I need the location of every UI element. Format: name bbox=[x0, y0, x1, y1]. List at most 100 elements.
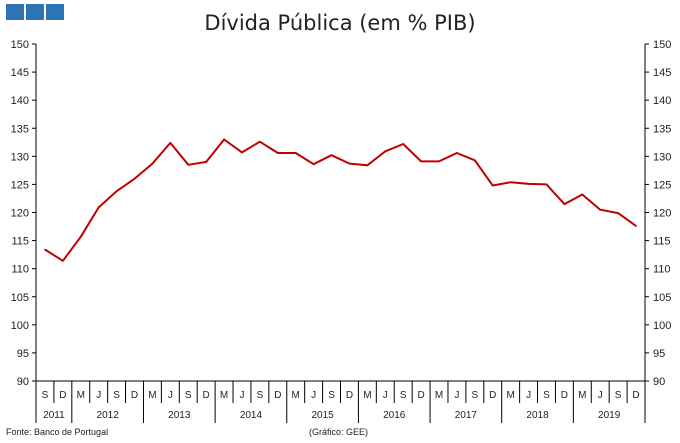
x-tick-label: M bbox=[506, 390, 514, 401]
graph-note: (Gráfico: GEE) bbox=[309, 427, 369, 437]
x-tick-label: S bbox=[472, 390, 479, 401]
y-tick-label-right: 105 bbox=[653, 292, 671, 304]
y-tick-label-left: 145 bbox=[11, 67, 29, 79]
x-tick-label: J bbox=[598, 390, 603, 401]
x-tick-label: M bbox=[435, 390, 443, 401]
data-point bbox=[527, 183, 530, 185]
data-point bbox=[312, 163, 315, 165]
y-tick-label-left: 130 bbox=[11, 151, 29, 163]
data-point bbox=[581, 193, 584, 196]
data-point bbox=[169, 142, 172, 144]
x-tick-label: D bbox=[131, 390, 138, 401]
x-tick-label: D bbox=[346, 390, 353, 401]
x-tick-label: D bbox=[417, 390, 424, 401]
source-note: Fonte: Banco de Portugal bbox=[6, 427, 109, 437]
chart-title: Dívida Pública (em % PIB) bbox=[204, 11, 476, 35]
data-point bbox=[366, 164, 369, 167]
data-point bbox=[330, 154, 333, 157]
x-tick-label: J bbox=[383, 390, 388, 401]
data-point bbox=[62, 260, 64, 262]
x-tick-label: S bbox=[113, 390, 120, 401]
x-tick-label: M bbox=[77, 390, 85, 401]
x-tick-label: J bbox=[454, 390, 459, 401]
data-point bbox=[79, 235, 82, 238]
data-point bbox=[420, 160, 422, 163]
data-point bbox=[456, 152, 458, 154]
header-block-2 bbox=[26, 4, 44, 20]
x-tick-label: D bbox=[59, 390, 66, 401]
x-tick-label: S bbox=[543, 390, 550, 401]
x-tick-label: J bbox=[311, 390, 316, 401]
data-point bbox=[115, 190, 118, 192]
x-tick-label: S bbox=[257, 390, 264, 401]
x-tick-label: D bbox=[632, 390, 639, 401]
data-point bbox=[277, 152, 279, 154]
y-tick-label-right: 90 bbox=[653, 376, 665, 388]
y-tick-label-left: 90 bbox=[17, 376, 29, 388]
data-point bbox=[384, 150, 387, 153]
year-label: 2018 bbox=[526, 410, 549, 421]
x-tick-label: D bbox=[274, 390, 281, 401]
x-tick-label: S bbox=[185, 390, 192, 401]
data-point bbox=[205, 161, 207, 163]
year-label: 2011 bbox=[43, 410, 65, 421]
y-tick-label-right: 125 bbox=[653, 179, 671, 191]
year-label: 2015 bbox=[311, 410, 334, 421]
x-tick-label: S bbox=[42, 390, 49, 401]
data-point bbox=[617, 212, 619, 214]
y-tick-label-left: 120 bbox=[11, 208, 29, 220]
y-tick-label-left: 150 bbox=[11, 39, 29, 51]
y-tick-label-left: 115 bbox=[11, 236, 29, 248]
y-tick-label-right: 115 bbox=[653, 236, 671, 248]
data-point bbox=[509, 181, 512, 183]
data-point bbox=[474, 159, 476, 162]
year-label: 2017 bbox=[455, 410, 478, 421]
series-line bbox=[44, 138, 637, 262]
x-tick-label: J bbox=[239, 390, 244, 401]
data-point bbox=[97, 206, 100, 209]
x-tick-label: J bbox=[96, 390, 101, 401]
y-tick-label-left: 140 bbox=[11, 95, 29, 107]
year-label: 2019 bbox=[598, 410, 621, 421]
x-tick-label: M bbox=[578, 390, 586, 401]
data-point bbox=[563, 203, 566, 205]
y-tick-label-left: 105 bbox=[11, 292, 29, 304]
data-point bbox=[545, 183, 548, 186]
y-tick-label-right: 110 bbox=[653, 264, 671, 276]
data-point bbox=[187, 163, 190, 166]
data-point bbox=[599, 208, 602, 211]
data-point bbox=[241, 151, 243, 154]
x-tick-label: D bbox=[489, 390, 496, 401]
data-point bbox=[635, 225, 637, 227]
data-point bbox=[438, 160, 440, 163]
y-tick-label-right: 145 bbox=[653, 67, 671, 79]
data-point bbox=[294, 152, 297, 154]
year-label: 2014 bbox=[240, 410, 263, 421]
header-block-1 bbox=[6, 4, 24, 20]
year-label: 2016 bbox=[383, 410, 406, 421]
y-tick-label-left: 125 bbox=[11, 179, 29, 191]
x-tick-label: M bbox=[148, 390, 156, 401]
year-label: 2013 bbox=[168, 410, 191, 421]
y-tick-label-right: 150 bbox=[653, 39, 671, 51]
x-tick-label: J bbox=[168, 390, 173, 401]
x-tick-label: S bbox=[615, 390, 622, 401]
data-point bbox=[133, 178, 136, 180]
data-point bbox=[44, 248, 46, 251]
x-tick-label: M bbox=[220, 390, 228, 401]
x-tick-label: D bbox=[203, 390, 210, 401]
x-tick-label: M bbox=[363, 390, 371, 401]
y-tick-label-left: 100 bbox=[11, 320, 29, 332]
data-point bbox=[348, 162, 351, 165]
data-point bbox=[223, 138, 225, 141]
data-point bbox=[491, 184, 494, 187]
y-tick-label-right: 120 bbox=[653, 208, 671, 220]
y-tick-label-right: 100 bbox=[653, 320, 671, 332]
header-block-3 bbox=[46, 4, 64, 20]
y-tick-label-left: 95 bbox=[17, 348, 29, 360]
x-tick-label: S bbox=[400, 390, 407, 401]
y-tick-label-left: 135 bbox=[11, 123, 29, 135]
y-tick-label-right: 130 bbox=[653, 151, 671, 163]
x-tick-label: J bbox=[526, 390, 531, 401]
